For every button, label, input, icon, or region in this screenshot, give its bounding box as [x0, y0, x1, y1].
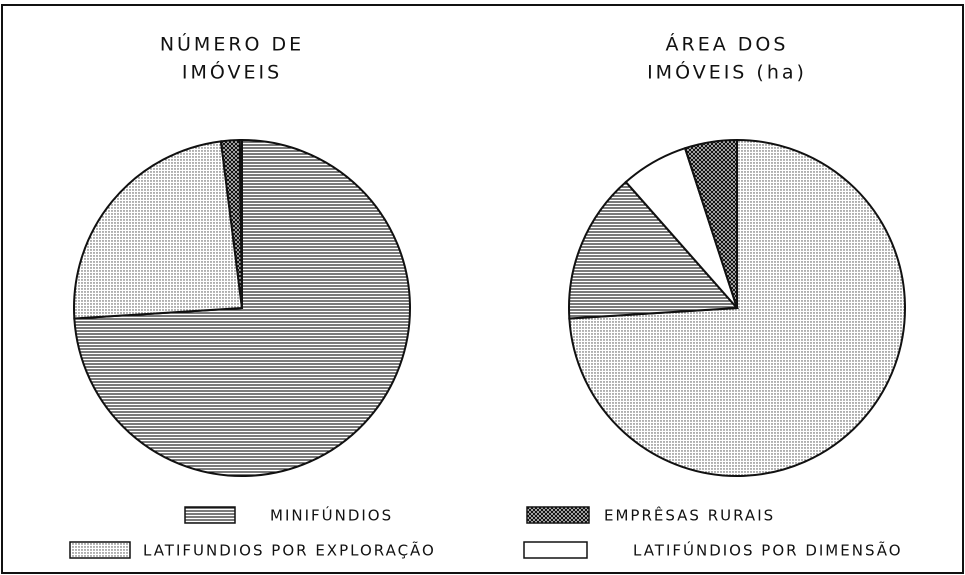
legend-label: LATIFÚNDIOS POR DIMENSÃO: [633, 541, 903, 560]
pie-slice: [73, 140, 244, 320]
legend-swatch: [184, 506, 236, 524]
pie-title: ÁREA DOS: [666, 33, 789, 56]
pie-title: NÚMERO DE: [160, 32, 304, 56]
pie-slice: [568, 180, 740, 320]
pie-slice: [683, 138, 738, 309]
legend-swatch: [526, 506, 590, 524]
legend-swatch: [523, 541, 588, 559]
legend-swatch: [69, 541, 131, 559]
legend-label: EMPRÊSAS RURAIS: [604, 506, 775, 525]
frame: [1, 4, 964, 574]
legend-label: LATIFUNDIOS POR EXPLORAÇÃO: [143, 541, 436, 560]
legend-label: MINIFÚNDIOS: [270, 506, 393, 525]
pie-title: IMÓVEIS (ha): [647, 60, 807, 84]
pie-slice: [238, 138, 243, 309]
pie-title: IMÓVEIS: [182, 60, 282, 84]
